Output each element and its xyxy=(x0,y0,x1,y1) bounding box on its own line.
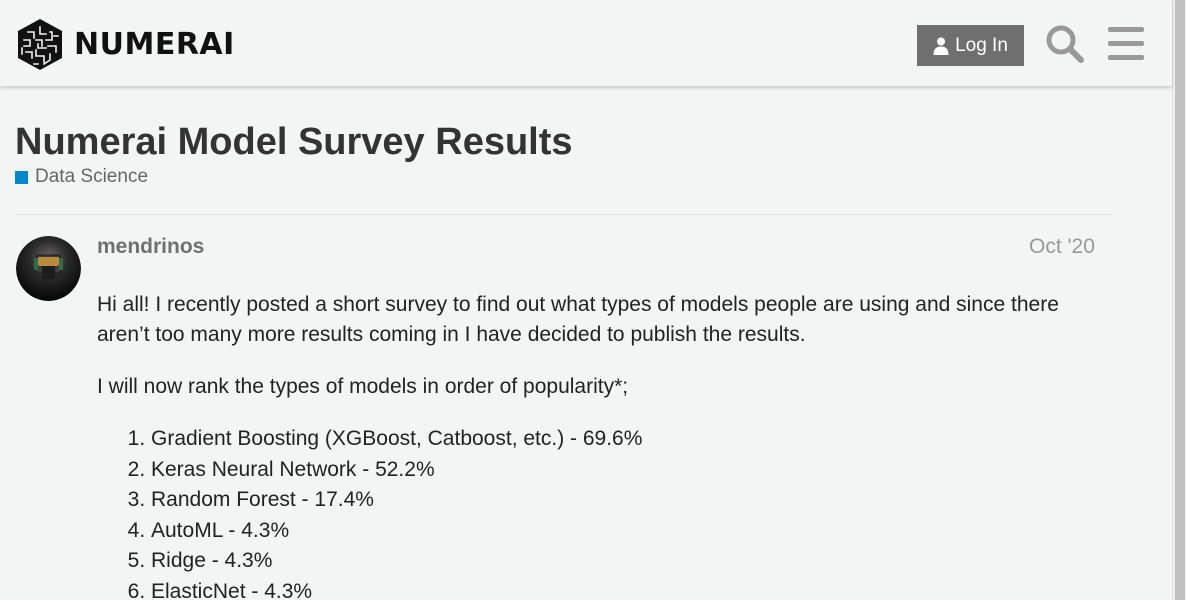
post-paragraph: Hi all! I recently posted a short survey… xyxy=(97,293,1059,346)
ranking-item: Ridge - 4.3% xyxy=(151,546,1107,577)
ranking-item: AutoML - 4.3% xyxy=(151,516,1107,547)
login-button-label: Log In xyxy=(955,34,1008,56)
login-button[interactable]: Log In xyxy=(917,25,1024,66)
logo-wordmark: NUMERAI xyxy=(74,26,235,62)
hamburger-menu-button[interactable] xyxy=(1108,27,1144,61)
search-button[interactable] xyxy=(1045,24,1085,64)
post-author-username[interactable]: mendrinos xyxy=(97,235,205,258)
user-icon xyxy=(933,37,949,55)
topic-title[interactable]: Numerai Model Survey Results xyxy=(15,121,573,163)
category-badge[interactable]: Data Science xyxy=(15,166,148,188)
post-body: Hi all! I recently posted a short survey… xyxy=(97,290,1107,600)
model-ranking-list: Gradient Boosting (XGBoost, Catboost, et… xyxy=(97,424,1107,600)
category-color-swatch xyxy=(15,170,28,184)
search-icon xyxy=(1046,25,1084,63)
site-header: NUMERAI Log In xyxy=(0,0,1172,86)
post-date[interactable]: Oct '20 xyxy=(1029,235,1095,258)
ranking-item: Gradient Boosting (XGBoost, Catboost, et… xyxy=(151,424,1107,455)
ranking-item: Keras Neural Network - 52.2% xyxy=(151,455,1107,486)
page-scrollbar[interactable] xyxy=(1172,0,1186,600)
ranking-item: ElasticNet - 4.3% xyxy=(151,577,1107,600)
title-divider xyxy=(15,214,1112,215)
scrollbar-thumb[interactable] xyxy=(1175,0,1185,600)
avatar[interactable] xyxy=(16,236,81,301)
ranking-item: Random Forest - 17.4% xyxy=(151,485,1107,516)
category-label: Data Science xyxy=(35,166,149,187)
numerai-logo-icon xyxy=(18,19,62,70)
hamburger-menu-icon xyxy=(1108,27,1144,60)
site-logo[interactable]: NUMERAI xyxy=(16,18,235,71)
post-paragraph: I will now rank the types of models in o… xyxy=(97,375,629,398)
user-avatar-image xyxy=(16,236,81,301)
